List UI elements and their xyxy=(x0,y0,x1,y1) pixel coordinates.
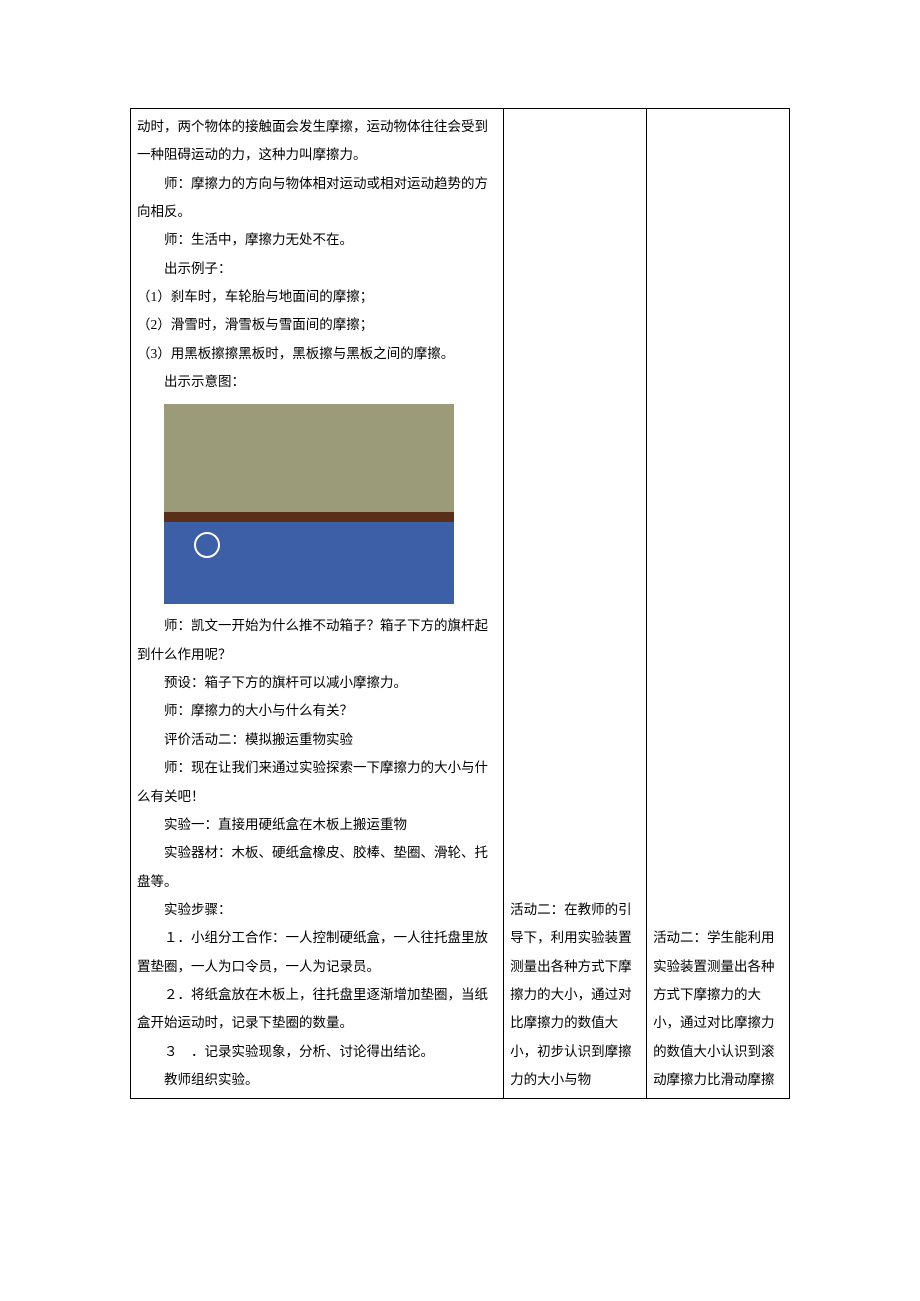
paragraph: 教师组织实验。 xyxy=(137,1066,497,1094)
diagram-container xyxy=(164,404,497,604)
example-item: （2）滑雪时，滑雪板与雪面间的摩擦； xyxy=(137,311,497,339)
diagram-mid-band xyxy=(164,512,454,522)
diagram-bottom-block xyxy=(164,522,454,604)
paragraph: 师：摩擦力的大小与什么有关？ xyxy=(137,697,497,725)
diagram-circle-icon xyxy=(194,532,220,558)
cell-main-content: 动时，两个物体的接触面会发生摩擦，运动物体往往会受到一种阻碍运动的力，这种力叫摩… xyxy=(131,109,504,1099)
step-item: １．小组分工合作：一人控制硬纸盒，一人往托盘里放置垫圈，一人为口令员，一人为记录… xyxy=(137,924,497,981)
table-row: 动时，两个物体的接触面会发生摩擦，运动物体往往会受到一种阻碍运动的力，这种力叫摩… xyxy=(131,109,790,1099)
paragraph: 师：生活中，摩擦力无处不在。 xyxy=(137,226,497,254)
paragraph: 评价活动二：模拟搬运重物实验 xyxy=(137,726,497,754)
friction-diagram xyxy=(164,404,454,604)
paragraph: 动时，两个物体的接触面会发生摩擦，运动物体往往会受到一种阻碍运动的力，这种力叫摩… xyxy=(137,113,497,170)
paragraph: 出示示意图： xyxy=(137,368,497,396)
paragraph: 师：摩擦力的方向与物体相对运动或相对运动趋势的方向相反。 xyxy=(137,170,497,227)
step-item: ３ ．记录实验现象，分析、讨论得出结论。 xyxy=(137,1038,497,1066)
paragraph: 出示例子： xyxy=(137,255,497,283)
example-item: （3）用黑板擦擦黑板时，黑板擦与黑板之间的摩擦。 xyxy=(137,340,497,368)
paragraph: 实验一：直接用硬纸盒在木板上搬运重物 xyxy=(137,811,497,839)
paragraph: 师：凯文一开始为什么推不动箱子？箱子下方的旗杆起到什么作用呢？ xyxy=(137,612,497,669)
paragraph: 活动二：学生能利用实验装置测量出各种方式下摩擦力的大小，通过对比摩擦力的数值大小… xyxy=(653,924,783,1094)
lesson-table: 动时，两个物体的接触面会发生摩擦，运动物体往往会受到一种阻碍运动的力，这种力叫摩… xyxy=(130,108,790,1099)
paragraph: 师：现在让我们来通过实验探索一下摩擦力的大小与什么有关吧！ xyxy=(137,754,497,811)
step-item: ２．将纸盒放在木板上，往托盘里逐渐增加垫圈，当纸盒开始运动时，记录下垫圈的数量。 xyxy=(137,981,497,1038)
paragraph: 活动二：在教师的引导下，利用实验装置测量出各种方式下摩擦力的大小，通过对比摩擦力… xyxy=(510,896,640,1094)
example-item: （1）刹车时，车轮胎与地面间的摩擦； xyxy=(137,283,497,311)
cell-activity-student: 活动二：学生能利用实验装置测量出各种方式下摩擦力的大小，通过对比摩擦力的数值大小… xyxy=(647,109,790,1099)
paragraph: 预设：箱子下方的旗杆可以减小摩擦力。 xyxy=(137,669,497,697)
diagram-top-block xyxy=(164,404,454,512)
paragraph: 实验步骤： xyxy=(137,896,497,924)
cell-activity-teacher: 活动二：在教师的引导下，利用实验装置测量出各种方式下摩擦力的大小，通过对比摩擦力… xyxy=(504,109,647,1099)
page: 动时，两个物体的接触面会发生摩擦，运动物体往往会受到一种阻碍运动的力，这种力叫摩… xyxy=(0,0,920,1301)
paragraph: 实验器材：木板、硬纸盒橡皮、胶棒、垫圈、滑轮、托盘等。 xyxy=(137,839,497,896)
